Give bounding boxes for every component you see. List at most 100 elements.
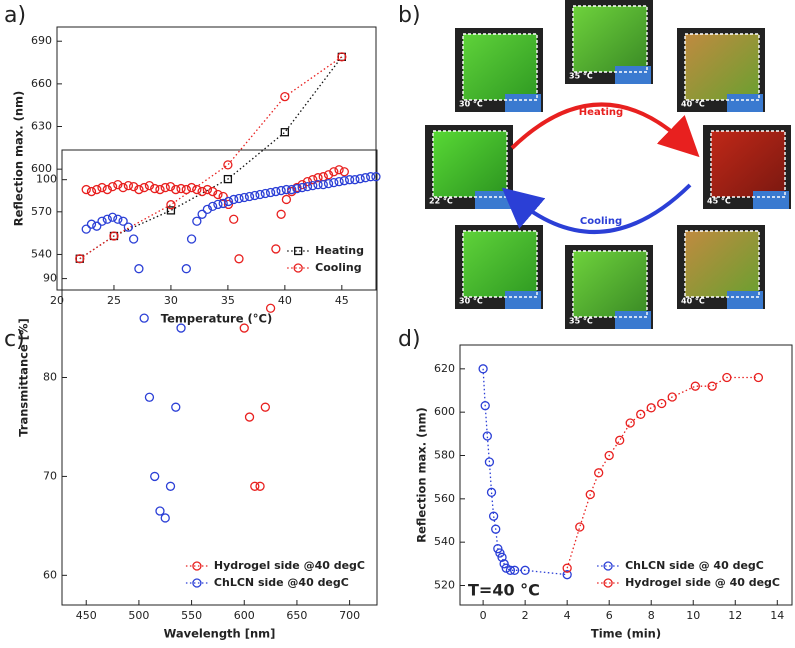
marker: [297, 182, 307, 193]
marker: [255, 189, 265, 200]
marker: [128, 181, 139, 192]
marker: [150, 183, 160, 194]
marker: [337, 52, 347, 62]
x-tick-label: 6: [606, 609, 613, 622]
x-tick-label: 650: [286, 609, 307, 622]
marker: [313, 173, 323, 183]
marker: [505, 565, 516, 575]
x-tick-label: 30: [164, 294, 178, 307]
x-tick-label: 4: [564, 609, 571, 622]
marker: [97, 182, 107, 193]
marker: [657, 398, 667, 409]
heating-arrow: [510, 102, 700, 158]
marker: [495, 548, 505, 558]
marker: [491, 524, 501, 534]
x-tick-label: 35: [221, 294, 235, 307]
x-tick-label: 40: [278, 294, 292, 307]
series-line: [79, 56, 343, 260]
marker: [223, 196, 234, 207]
marker: [234, 193, 244, 204]
marker: [202, 184, 213, 195]
temperature-label: 30 °C: [459, 100, 483, 109]
marker: [234, 254, 244, 264]
marker: [171, 184, 181, 195]
temperature-label: 40 °C: [681, 100, 705, 109]
y-tick-label: 520: [434, 579, 455, 592]
marker: [366, 172, 376, 182]
marker: [486, 487, 497, 497]
annotation: T=40 °C: [468, 581, 540, 600]
marker: [208, 186, 218, 197]
marker: [280, 128, 290, 137]
marker: [244, 412, 255, 422]
marker: [102, 184, 112, 195]
marker: [371, 172, 381, 182]
marker: [155, 184, 165, 195]
marker: [186, 234, 197, 244]
marker: [625, 418, 635, 428]
marker: [239, 192, 249, 203]
marker: [165, 181, 176, 192]
marker: [265, 303, 276, 313]
x-tick-label: 20: [50, 294, 64, 307]
panel-label: c): [4, 327, 25, 352]
marker: [707, 381, 717, 391]
marker: [197, 209, 207, 219]
marker: [109, 231, 119, 241]
photo-substrate: [727, 291, 763, 309]
marker: [160, 182, 170, 193]
temperature-label: 30 °C: [459, 297, 483, 306]
sample-outline: [462, 33, 538, 101]
temperature-label: 45 °C: [707, 197, 731, 206]
marker: [102, 214, 112, 224]
marker: [585, 489, 595, 500]
sample-outline: [684, 33, 760, 101]
marker: [280, 92, 290, 102]
series-line: [79, 56, 343, 260]
x-tick-label: 0: [480, 609, 487, 622]
x-tick-label: 14: [770, 609, 784, 622]
x-tick-label: 600: [234, 609, 255, 622]
marker: [97, 216, 107, 226]
marker: [166, 200, 176, 210]
marker: [139, 182, 149, 193]
marker: [176, 323, 186, 333]
marker: [690, 381, 700, 391]
marker: [667, 392, 677, 402]
marker: [155, 506, 165, 516]
marker: [276, 185, 286, 196]
marker: [308, 180, 318, 191]
y-axis-title: Reflection max. (nm): [12, 91, 26, 227]
marker: [480, 401, 490, 411]
marker: [208, 201, 218, 212]
photo-sample: [711, 131, 785, 197]
photo-sample: [573, 6, 647, 72]
legend-label: Cooling: [315, 261, 361, 274]
marker: [144, 392, 155, 402]
marker: [192, 184, 202, 195]
photo-substrate: [505, 94, 541, 112]
y-tick-label: 660: [31, 77, 52, 90]
y-tick-label: 580: [434, 449, 455, 462]
y-tick-label: 600: [434, 405, 455, 418]
marker: [302, 181, 313, 192]
marker: [150, 471, 160, 482]
legend-label: Hydrogel side @40 degC: [214, 559, 365, 572]
photo-sample: [463, 34, 537, 100]
marker: [323, 170, 334, 180]
marker: [75, 254, 85, 264]
marker: [118, 182, 128, 193]
panel-label: d): [398, 327, 421, 352]
marker: [160, 513, 170, 523]
x-axis-title: Time (min): [591, 627, 661, 641]
marker: [318, 172, 328, 182]
legend-label: ChLCN side @40 degC: [214, 576, 349, 589]
marker: [107, 181, 118, 192]
marker: [594, 468, 604, 478]
marker: [604, 450, 614, 461]
marker: [329, 167, 339, 177]
marker: [355, 174, 365, 184]
marker: [329, 177, 339, 188]
marker: [753, 372, 764, 383]
